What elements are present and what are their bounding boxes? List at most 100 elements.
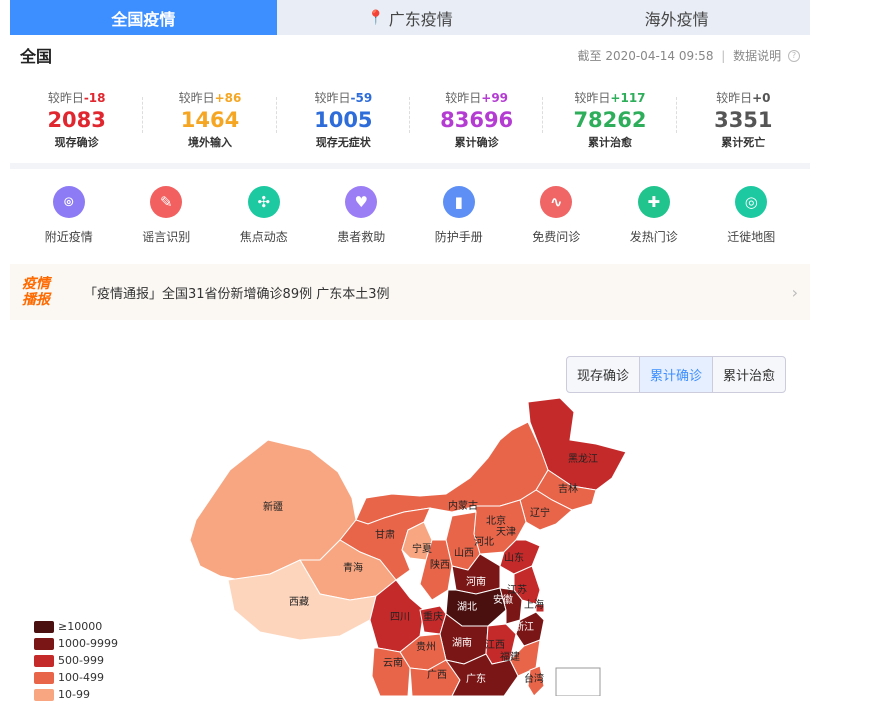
stat-compare: 较昨日+117 [574, 89, 645, 106]
stat-value: 78262 [573, 107, 647, 132]
legend-swatch [34, 620, 54, 633]
service-grid: ⌾ 附近疫情 ✎ 谣言识别 ✣ 焦点动态 ♥ 患者救助 ▮ 防护手册 ∿ 免费问诊 ✚ 发热门诊 ◎ 迁徙地图 [10, 169, 810, 262]
legend-swatch [34, 671, 54, 684]
province-label: 吉林 [558, 482, 578, 495]
stat-value: 1464 [180, 107, 240, 132]
calendar-pulse-icon: ∿ [540, 186, 573, 218]
update-time: 截至 2020-04-14 09:58 [577, 48, 714, 63]
help-icon[interactable]: ? [788, 50, 800, 62]
province-label: 陕西 [430, 558, 450, 571]
news-banner[interactable]: 疫情 播报 「疫情通报」全国31省份新增确诊89例 广东本土3例 › [10, 264, 810, 320]
service-label: 附近疫情 [44, 230, 93, 244]
province-region[interactable] [527, 665, 545, 696]
news-logo-line2: 播报 [22, 292, 50, 308]
stat-current-confirmed: 较昨日-18 2083 现存确诊 [10, 75, 144, 163]
region-tabs: 全国疫情 📍 广东疫情 海外疫情 [10, 0, 810, 35]
legend-swatch [34, 637, 54, 650]
stat-delta: -59 [350, 90, 373, 105]
stat-compare-label: 较昨日 [574, 90, 611, 105]
tab-national[interactable]: 全国疫情 [10, 0, 277, 35]
heart-icon: ♥ [345, 186, 378, 218]
tab-overseas[interactable]: 海外疫情 [644, 9, 709, 29]
province-region[interactable] [535, 603, 545, 613]
stat-total-cured: 较昨日+117 78262 累计治愈 [543, 75, 677, 163]
news-logo: 疫情 播报 [22, 276, 64, 308]
province-label: 江苏 [507, 583, 527, 596]
legend-label: 500-999 [58, 654, 104, 667]
legend-item: 1000-9999 [34, 635, 118, 652]
stat-value: 3351 [714, 107, 773, 132]
stat-label: 累计死亡 [721, 135, 766, 149]
province-region[interactable] [499, 539, 541, 575]
province-label: 贵州 [416, 640, 436, 653]
map-tab-cumulative[interactable]: 累计确诊 [639, 357, 713, 392]
service-heart[interactable]: ♥ 患者救助 [313, 169, 411, 262]
update-meta: 截至 2020-04-14 09:58 | 数据说明 ? [577, 47, 800, 64]
stat-delta: +99 [481, 90, 509, 105]
stat-value: 83696 [440, 107, 514, 132]
stat-delta: +0 [752, 90, 771, 105]
province-label: 广西 [427, 669, 447, 681]
province-label: 天津 [496, 526, 516, 538]
province-region[interactable] [519, 489, 573, 531]
legend-label: 10-99 [58, 688, 90, 701]
map-mode-switch: 现存确诊 累计确诊 累计治愈 [566, 356, 787, 393]
service-label: 防护手册 [434, 230, 483, 244]
province-label: 西藏 [289, 596, 309, 608]
province-label: 浙江 [514, 621, 534, 633]
target-icon: ◎ [735, 186, 768, 218]
province-label: 山西 [454, 547, 474, 559]
stat-label: 现存确诊 [54, 135, 99, 149]
province-region[interactable] [419, 539, 453, 601]
service-label: 谣言识别 [142, 230, 191, 244]
province-label: 河北 [474, 536, 494, 548]
stat-total-deaths: 较昨日+0 3351 累计死亡 [677, 75, 810, 163]
province-label: 重庆 [423, 610, 443, 623]
service-calendar-pulse[interactable]: ∿ 免费问诊 [508, 169, 606, 262]
stat-value: 1005 [314, 107, 373, 132]
data-info-link[interactable]: 数据说明 [733, 48, 782, 63]
province-label: 内蒙古 [448, 499, 478, 512]
summary-header: 全国 截至 2020-04-14 09:58 | 数据说明 ? [10, 35, 810, 75]
stat-imported: 较昨日+86 1464 境外输入 [143, 75, 277, 163]
province-label: 山东 [504, 551, 524, 564]
province-label: 辽宁 [530, 506, 550, 519]
province-region[interactable] [444, 653, 519, 696]
province-label: 湖北 [457, 601, 477, 613]
stat-compare: 较昨日-18 [48, 89, 106, 106]
meta-separator: | [721, 48, 726, 63]
province-label: 江西 [485, 639, 505, 651]
news-headline: 「疫情通报」全国31省份新增确诊89例 广东本土3例 [84, 286, 390, 302]
map-tab-current[interactable]: 现存确诊 [577, 369, 630, 384]
service-target[interactable]: ◎ 迁徙地图 [703, 169, 801, 262]
province-region[interactable] [371, 647, 411, 696]
map-tab-cured[interactable]: 累计治愈 [712, 357, 785, 392]
stat-compare: 较昨日-59 [314, 89, 372, 106]
province-label: 青海 [343, 561, 363, 574]
province-label: 台湾 [524, 672, 544, 685]
stat-compare-label: 较昨日 [445, 90, 482, 105]
stat-value: 2083 [47, 107, 106, 132]
legend-swatch [34, 654, 54, 667]
service-location[interactable]: ⌾ 附近疫情 [20, 169, 118, 262]
service-chat-check[interactable]: ✎ 谣言识别 [118, 169, 216, 262]
service-label: 迁徙地图 [727, 230, 776, 244]
province-label: 广东 [466, 672, 486, 685]
location-icon: ⌾ [52, 186, 85, 218]
province-label: 四川 [390, 612, 410, 623]
province-label: 新疆 [263, 500, 283, 513]
stat-compare: 较昨日+99 [445, 89, 508, 106]
service-label: 免费问诊 [532, 230, 581, 244]
tab-guangdong[interactable]: 📍 广东疫情 [277, 0, 544, 35]
service-compass[interactable]: ✣ 焦点动态 [215, 169, 313, 262]
service-book[interactable]: ▮ 防护手册 [410, 169, 508, 262]
news-logo-line1: 疫情 [22, 276, 50, 292]
province-label: 云南 [383, 656, 403, 669]
tab-guangdong-label: 广东疫情 [388, 9, 453, 29]
legend-item: 100-499 [34, 669, 118, 686]
province-label: 河南 [466, 575, 486, 588]
legend-item: 10-99 [34, 686, 118, 703]
stat-delta: +117 [610, 90, 646, 105]
service-medkit[interactable]: ✚ 发热门诊 [605, 169, 703, 262]
